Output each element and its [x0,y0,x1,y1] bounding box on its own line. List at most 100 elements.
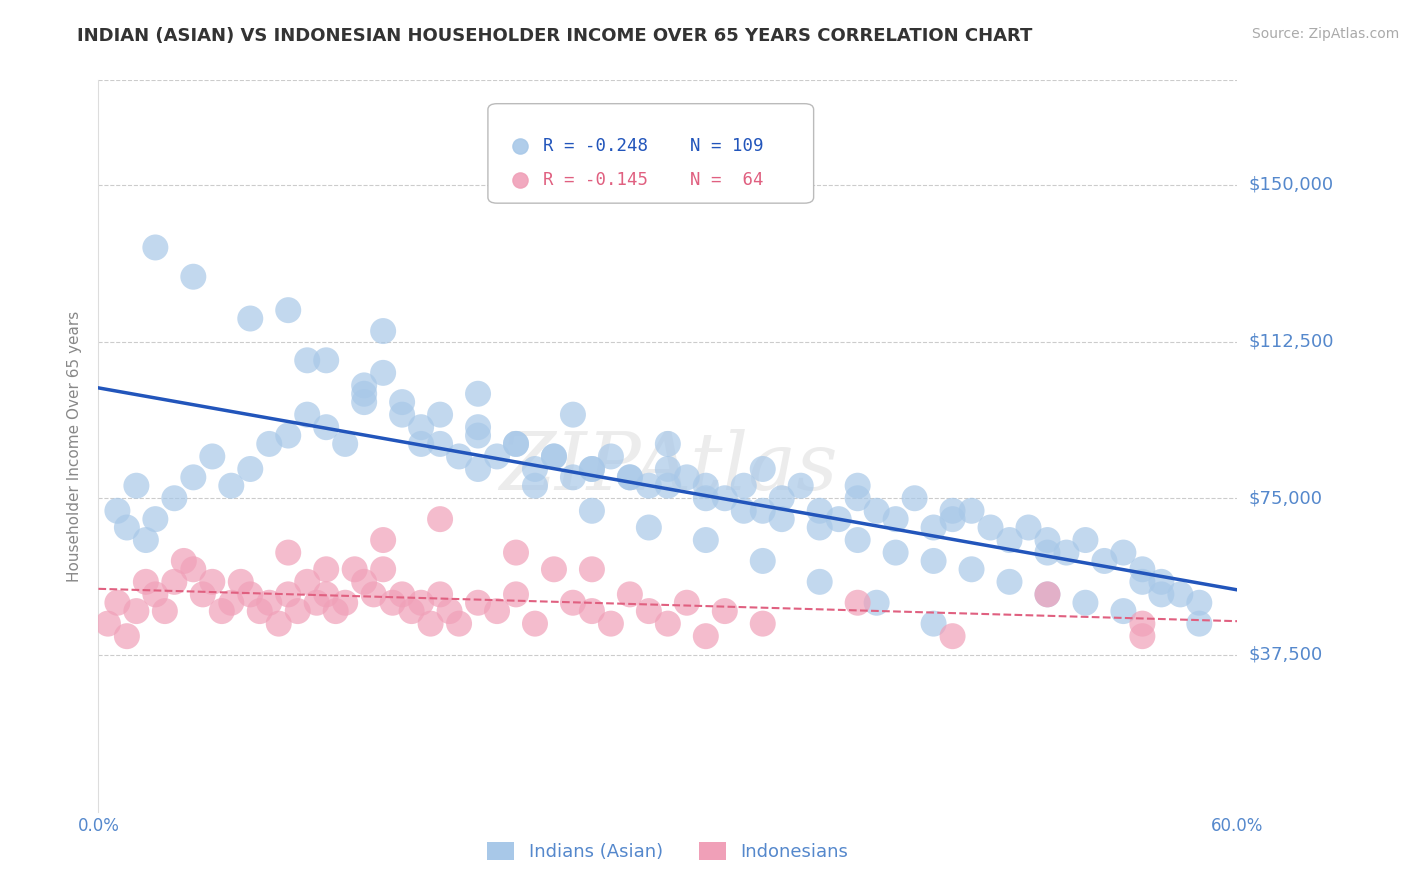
Point [733,479,755,493]
Point [381,596,404,610]
Point [638,520,661,534]
Point [998,533,1021,547]
Point [505,437,527,451]
Point [922,616,945,631]
Point [505,587,527,601]
Point [1056,545,1078,559]
Point [343,562,366,576]
Point [297,574,319,589]
Point [1150,587,1173,601]
Y-axis label: Householder Income Over 65 years: Householder Income Over 65 years [67,310,83,582]
Point [97,616,120,631]
Point [676,470,699,484]
Point [638,479,661,493]
Point [401,604,423,618]
Point [467,428,489,442]
Point [163,491,186,506]
Point [752,504,775,518]
Point [249,604,271,618]
Point [619,470,641,484]
Text: $150,000: $150,000 [1249,176,1334,194]
Text: R = -0.145    N =  64: R = -0.145 N = 64 [543,171,763,189]
Point [1132,616,1154,631]
Point [191,587,214,601]
Point [145,240,167,254]
Point [600,616,623,631]
Point [562,470,585,484]
Point [486,450,509,464]
Point [486,604,509,618]
Point [942,629,965,643]
Point [305,596,328,610]
Text: $75,000: $75,000 [1249,489,1323,508]
Point [1188,596,1211,610]
FancyBboxPatch shape [488,103,814,203]
Text: Source: ZipAtlas.com: Source: ZipAtlas.com [1251,27,1399,41]
Point [353,574,375,589]
Point [239,587,262,601]
Point [866,504,889,518]
Point [752,554,775,568]
Point [1036,533,1059,547]
Point [1074,533,1097,547]
Point [733,504,755,518]
Point [391,395,413,409]
Point [115,520,138,534]
Point [581,562,603,576]
Text: R = -0.248    N = 109: R = -0.248 N = 109 [543,137,763,155]
Point [315,562,337,576]
Point [1150,574,1173,589]
Point [808,520,831,534]
Point [211,604,233,618]
Point [846,491,869,506]
Point [353,378,375,392]
Point [828,512,851,526]
Point [221,596,243,610]
Point [449,450,471,464]
Point [770,512,793,526]
Point [1018,520,1040,534]
Point [562,596,585,610]
Point [429,437,451,451]
Point [153,604,176,618]
Point [543,450,565,464]
Point [371,324,394,338]
Point [904,491,927,506]
Point [1132,562,1154,576]
Point [411,420,433,434]
Point [391,408,413,422]
Point [790,805,813,819]
Point [1112,545,1135,559]
Point [183,470,205,484]
Point [1036,587,1059,601]
Point [1170,587,1192,601]
Point [524,616,547,631]
Point [657,616,679,631]
Point [107,504,129,518]
Point [505,545,527,559]
Point [419,616,441,631]
Point [600,450,623,464]
Point [714,604,737,618]
Point [657,479,679,493]
Point [125,604,148,618]
Point [163,574,186,589]
Point [790,805,813,819]
Point [429,512,451,526]
Point [505,437,527,451]
Point [1036,587,1059,601]
Point [259,437,281,451]
Point [371,562,394,576]
Point [371,366,394,380]
Point [229,574,252,589]
Point [411,596,433,610]
Point [752,616,775,631]
Point [325,604,347,618]
Point [695,491,717,506]
Point [315,353,337,368]
Text: $37,500: $37,500 [1249,646,1323,664]
Point [695,479,717,493]
Point [183,269,205,284]
Point [808,504,831,518]
Point [371,533,394,547]
